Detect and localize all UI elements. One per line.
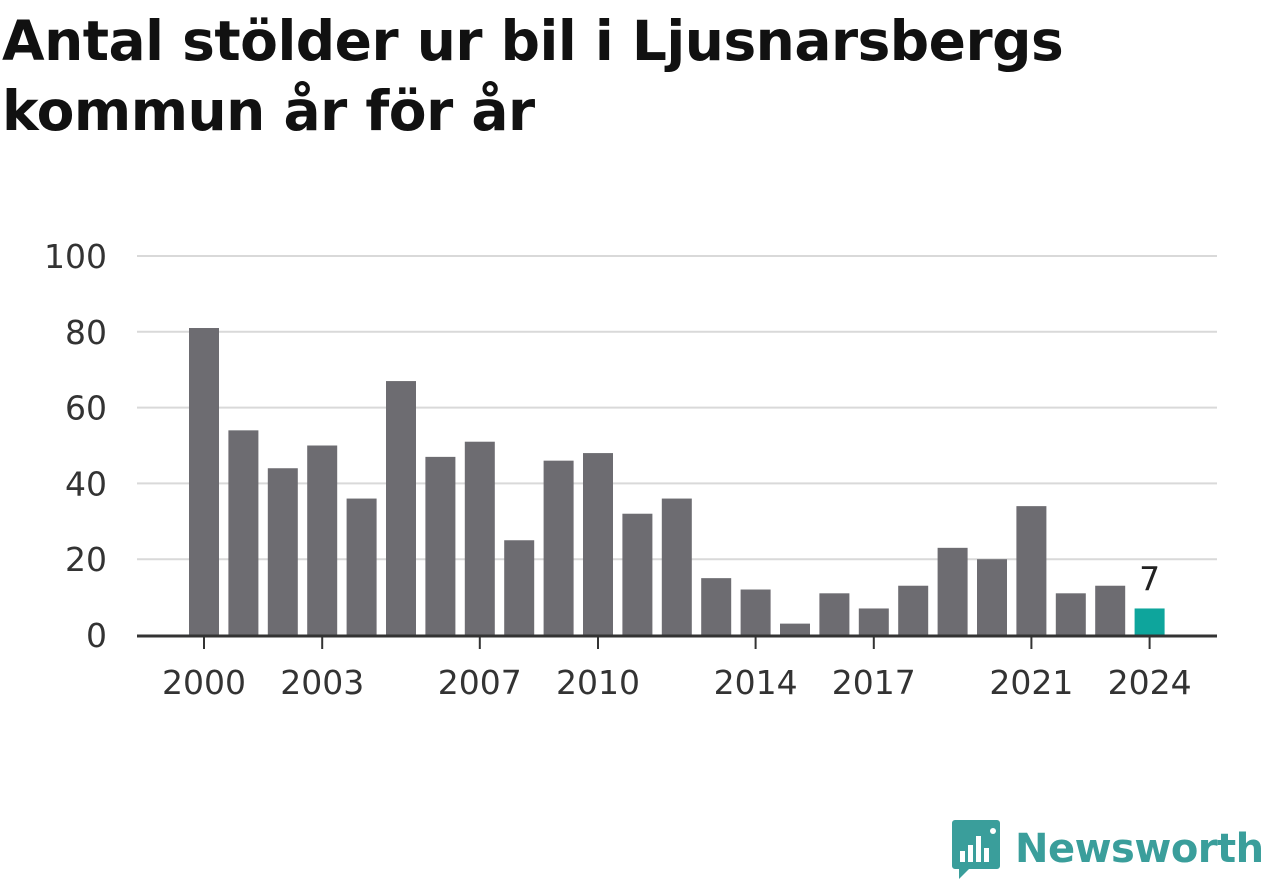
bar-2006 xyxy=(425,456,456,635)
brand-name: Newsworthy xyxy=(1015,826,1262,872)
bar-2010 xyxy=(583,453,613,635)
y-tick-label: 80 xyxy=(65,313,107,352)
bar-2013 xyxy=(701,578,732,635)
bar-2015 xyxy=(780,623,810,635)
newsworthy-logo-icon xyxy=(952,820,1000,879)
y-tick-label: 60 xyxy=(65,389,107,428)
bar-2020 xyxy=(977,559,1007,635)
x-tick-label: 2003 xyxy=(280,663,364,702)
bar-2024 xyxy=(1134,608,1165,635)
y-tick-label: 20 xyxy=(65,540,107,579)
y-tick-label: 40 xyxy=(65,464,107,503)
brand: Newsworthy xyxy=(951,818,1262,880)
y-tick-label: 0 xyxy=(86,616,107,655)
data-labels: 7 xyxy=(1139,559,1160,598)
bar-2004 xyxy=(346,498,377,635)
y-axis-ticks: 0 20 40 60 80 100 xyxy=(44,237,107,655)
bar-2001 xyxy=(228,430,259,635)
bar-2008 xyxy=(504,540,535,635)
x-tick-label: 2021 xyxy=(989,663,1073,702)
bar-2009 xyxy=(543,460,574,635)
data-label-2024: 7 xyxy=(1139,559,1160,598)
bar-2005 xyxy=(386,381,416,635)
bar-2023 xyxy=(1095,585,1126,635)
bar-2003 xyxy=(307,445,338,635)
x-axis-ticks: 2000 2003 2007 2010 2014 2017 2021 2024 xyxy=(162,637,1192,702)
bar-2019 xyxy=(937,547,968,635)
bar-2016 xyxy=(819,593,850,635)
x-tick-label: 2000 xyxy=(162,663,246,702)
chart-title: Antal stölder ur bil i Ljusnarsbergs kom… xyxy=(2,9,1064,143)
bar-2022 xyxy=(1055,593,1086,635)
x-tick-label: 2010 xyxy=(556,663,640,702)
bar-2018 xyxy=(898,585,929,635)
bars xyxy=(189,328,1165,635)
x-tick-label: 2017 xyxy=(832,663,916,702)
bar-2002 xyxy=(267,468,298,635)
bar-2007 xyxy=(464,441,495,635)
x-tick-label: 2007 xyxy=(438,663,522,702)
x-tick-label: 2024 xyxy=(1108,663,1192,702)
bar-2000 xyxy=(189,328,219,635)
x-tick-label: 2014 xyxy=(714,663,798,702)
bar-2012 xyxy=(661,498,692,635)
bar-2017 xyxy=(858,608,889,635)
bar-2014 xyxy=(740,589,771,635)
bar-2011 xyxy=(622,513,653,635)
y-tick-label: 100 xyxy=(44,237,107,276)
bar-2021 xyxy=(1016,506,1047,635)
